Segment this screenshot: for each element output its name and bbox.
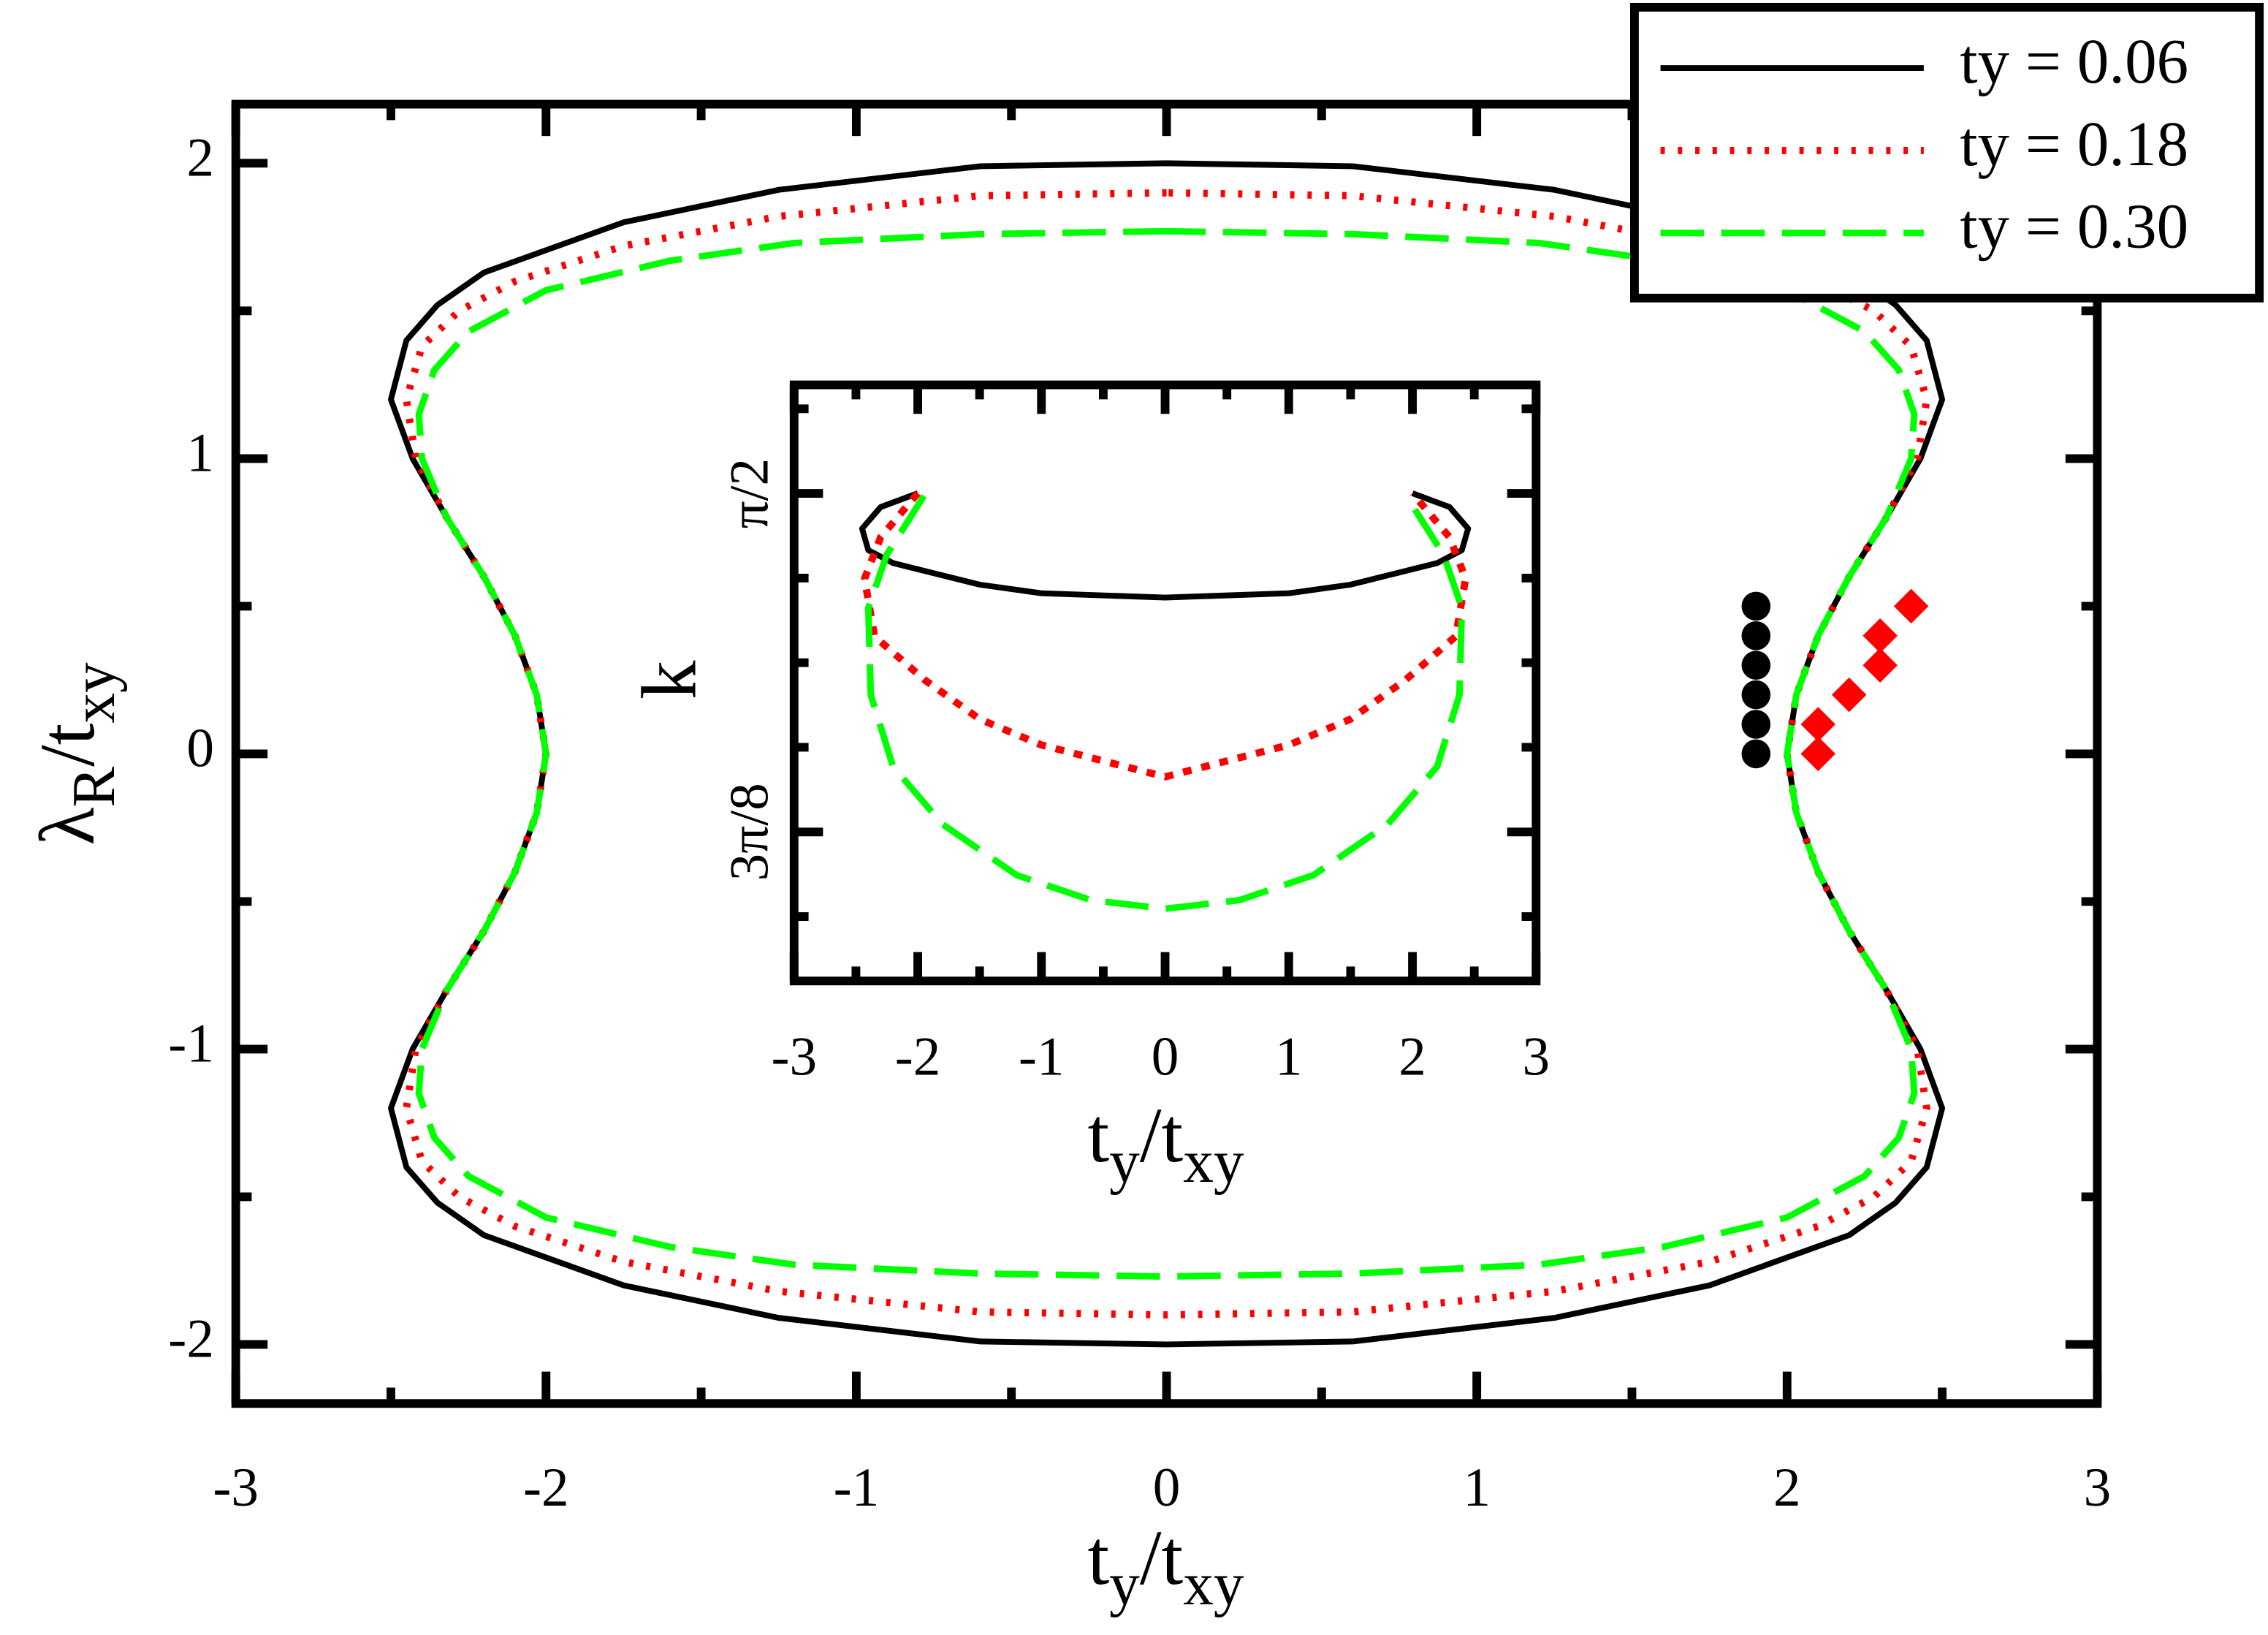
marker (1741, 710, 1771, 739)
axis-label-part: /t (1140, 1092, 1184, 1178)
legend-label: ty = 0.06 (1960, 26, 2188, 96)
axis-label-part: k (626, 660, 712, 699)
legend-box (1630, 2, 2264, 303)
x-tick-label: 2 (1773, 1457, 1801, 1518)
y-tick-label: 2 (186, 128, 214, 189)
y-tick-label: 3π/8 (720, 783, 780, 881)
legend-label: ty = 0.30 (1960, 191, 2188, 262)
plot-frame (231, 99, 2102, 1408)
x-tick-label: 3 (2084, 1457, 2112, 1518)
axis-label-part: t (1087, 1092, 1109, 1178)
x-tick-label: 1 (1275, 1026, 1303, 1087)
y-tick-label: 0 (186, 718, 214, 779)
marker (1862, 618, 1898, 653)
marker (1741, 739, 1771, 769)
legend-label: ty = 0.18 (1960, 108, 2188, 179)
marker (1831, 677, 1867, 713)
plot-frame (789, 380, 1541, 986)
axis-label-part: /t (1140, 1514, 1184, 1601)
marker (1741, 680, 1771, 710)
axis-label-part: t (1087, 1514, 1109, 1601)
y-tick-label: -2 (168, 1309, 214, 1370)
series-line (859, 490, 1472, 601)
x-tick-label: -3 (771, 1026, 817, 1087)
x-tick-label: 3 (1523, 1026, 1550, 1087)
marker (1800, 707, 1836, 742)
marker (1741, 621, 1771, 650)
axis-label-part: R (61, 767, 128, 808)
axis-label-part: /t (24, 723, 110, 767)
axis-label-part: xy (61, 662, 128, 724)
series-line (861, 490, 1469, 781)
y-tick-label: π/2 (720, 458, 780, 528)
axis-label: ty/txy (1087, 1514, 1244, 1618)
x-tick-label: 1 (1463, 1457, 1491, 1518)
axis-label-part: y (1109, 1128, 1140, 1196)
x-tick-label: 2 (1399, 1026, 1426, 1087)
axis-label: ty/txy (1087, 1092, 1244, 1196)
series-line (403, 189, 1930, 1319)
marker (1893, 588, 1929, 624)
x-tick-label: 0 (1152, 1026, 1179, 1087)
axis-label-part: xy (1183, 1128, 1244, 1196)
x-tick-label: 0 (1153, 1457, 1181, 1518)
y-tick-label: -1 (168, 1014, 214, 1074)
marker (1741, 650, 1771, 680)
marker (1741, 591, 1771, 621)
x-tick-label: -1 (834, 1457, 880, 1518)
y-tick-label: 1 (186, 423, 214, 484)
x-tick-label: -1 (1019, 1026, 1065, 1087)
axis-label: k (626, 660, 712, 699)
axis-label-part: xy (1183, 1551, 1244, 1618)
marker (1862, 648, 1898, 683)
axis-label-part: λ (24, 808, 110, 846)
plot-background (794, 384, 1537, 982)
x-tick-label: -2 (523, 1457, 569, 1518)
marker (1800, 736, 1836, 772)
x-tick-label: -2 (895, 1026, 941, 1087)
x-tick-label: -3 (213, 1457, 259, 1518)
series-line (388, 160, 1946, 1348)
axis-label-part: y (1109, 1551, 1140, 1618)
axis-label: λR/txy (24, 662, 128, 846)
series-line (864, 494, 1466, 912)
